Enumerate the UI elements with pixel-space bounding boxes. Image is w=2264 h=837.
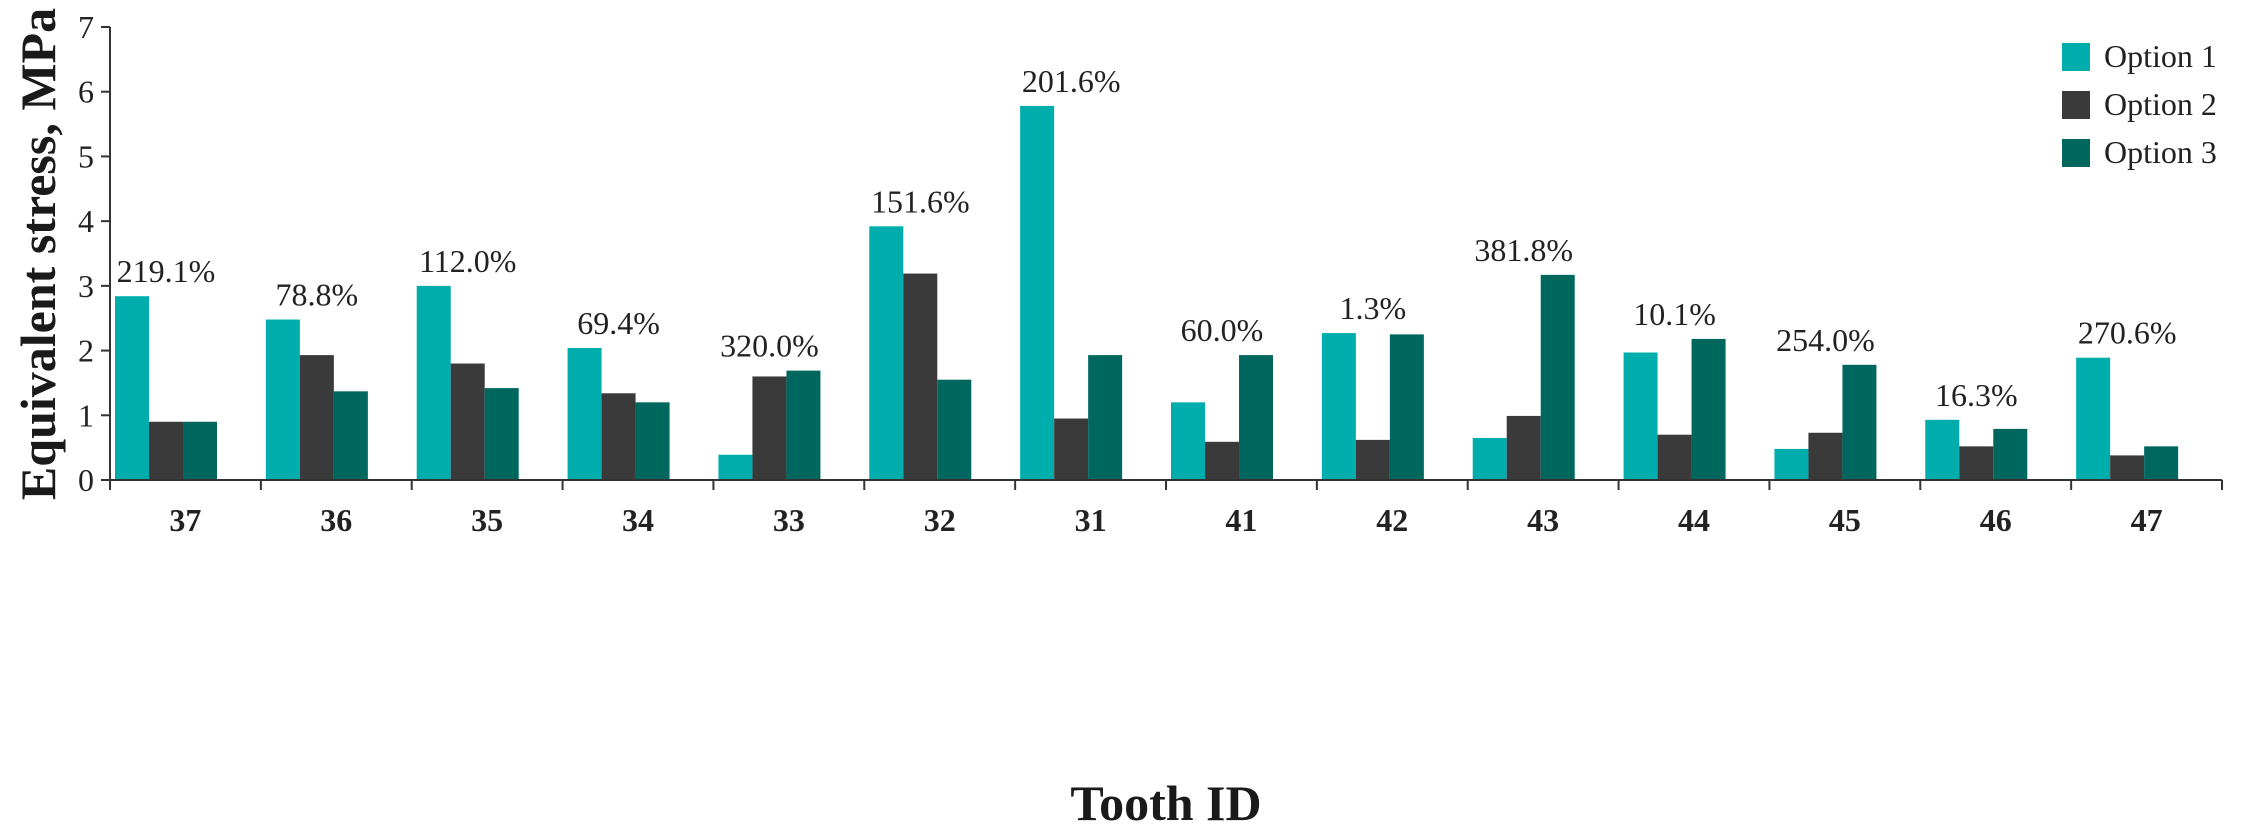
x-tick-label-34: 34 [622, 502, 654, 538]
annotation-34: 69.4% [577, 305, 660, 341]
y-tick-label: 3 [78, 268, 94, 304]
annotations-layer: 219.1% 78.8% 112.0% 69.4% 320.0% 151.6% 201.6%… [117, 63, 2177, 413]
bar-36-option-2 [299, 355, 334, 480]
bars-layer [115, 105, 2179, 481]
bar-42-option-1 [1321, 333, 1356, 480]
annotation-43: 381.8% [1474, 232, 1573, 268]
bar-36-option-1 [265, 319, 300, 480]
x-tick-label-41: 41 [1225, 502, 1257, 538]
bar-41-option-3 [1239, 355, 1273, 480]
x-tick-label-37: 37 [169, 502, 201, 538]
x-tick-label-31: 31 [1075, 502, 1107, 538]
y-tick-label: 2 [78, 333, 94, 369]
legend-swatch-option-1 [2062, 43, 2090, 71]
y-tick-label: 1 [78, 397, 94, 433]
bar-36-option-3 [333, 391, 368, 480]
bar-42-option-3 [1389, 334, 1424, 480]
bar-37-option-3 [183, 421, 217, 480]
annotation-32: 151.6% [871, 183, 970, 219]
bar-37-option-2 [149, 421, 183, 480]
bar-47-option-3 [2144, 446, 2179, 480]
bar-45-option-1 [1774, 448, 1809, 480]
annotation-35: 112.0% [419, 243, 516, 279]
legend-label-option-1: Option 1 [2104, 38, 2217, 74]
legend-swatch-option-2 [2062, 91, 2090, 119]
y-tick-label: 6 [78, 74, 94, 110]
x-tick-label-42: 42 [1376, 502, 1408, 538]
bar-44-option-3 [1691, 338, 1726, 480]
y-tick-label: 5 [78, 138, 94, 174]
bar-44-option-1 [1623, 352, 1658, 480]
bar-46-option-1 [1925, 419, 1960, 480]
legend-swatch-option-3 [2062, 139, 2090, 167]
x-tick-label-46: 46 [1980, 502, 2012, 538]
x-tick-label-47: 47 [2131, 502, 2163, 538]
bar-41-option-2 [1205, 441, 1239, 480]
annotation-41: 60.0% [1181, 312, 1264, 348]
annotation-36: 78.8% [276, 277, 359, 313]
bar-34-option-1 [567, 347, 602, 480]
x-tick-label-35: 35 [471, 502, 503, 538]
annotation-42: 1.3% [1340, 290, 1407, 326]
bar-45-option-2 [1808, 432, 1843, 480]
bar-33-option-3 [786, 370, 821, 480]
bar-31-option-2 [1054, 418, 1089, 480]
x-tick-label-44: 44 [1678, 502, 1710, 538]
bar-44-option-2 [1657, 434, 1692, 480]
bar-42-option-2 [1355, 439, 1390, 480]
bar-46-option-3 [1993, 428, 2028, 480]
annotation-37: 219.1% [117, 253, 216, 289]
bar-43-option-3 [1540, 274, 1575, 480]
bar-33-option-2 [752, 376, 787, 480]
bar-35-option-3 [484, 388, 519, 480]
annotation-31: 201.6% [1022, 63, 1121, 99]
bar-41-option-1 [1171, 402, 1205, 480]
bar-31-option-3 [1088, 355, 1123, 480]
bar-34-option-2 [601, 393, 636, 480]
bar-33-option-1 [718, 454, 753, 480]
annotation-46: 16.3% [1935, 377, 2018, 413]
annotation-47: 270.6% [2078, 315, 2177, 351]
x-tick-label-36: 36 [320, 502, 352, 538]
bar-31-option-1 [1020, 105, 1055, 481]
bar-43-option-1 [1472, 437, 1507, 480]
bar-34-option-3 [635, 402, 670, 480]
bar-32-option-1 [869, 226, 904, 480]
bar-35-option-1 [416, 285, 451, 480]
bar-35-option-2 [450, 363, 485, 480]
y-tick-label: 7 [78, 9, 94, 45]
bar-37-option-1 [115, 296, 149, 480]
legend-label-option-2: Option 2 [2104, 86, 2217, 122]
x-axis-title: Tooth ID [1070, 775, 1261, 831]
legend: Option 1 Option 2 Option 3 [2062, 38, 2217, 170]
y-tick-label: 4 [78, 203, 94, 239]
bar-45-option-3 [1842, 364, 1877, 480]
legend-label-option-3: Option 3 [2104, 134, 2217, 170]
annotation-44: 10.1% [1633, 296, 1716, 332]
y-axis-title: Equivalent stress, MPa [10, 8, 66, 500]
x-tick-label-45: 45 [1829, 502, 1861, 538]
x-tick-label-33: 33 [773, 502, 805, 538]
bar-47-option-1 [2076, 357, 2111, 480]
y-tick-label: 0 [78, 462, 94, 498]
bar-46-option-2 [1959, 446, 1994, 480]
bar-32-option-3 [937, 379, 972, 480]
annotation-45: 254.0% [1776, 322, 1875, 358]
bar-32-option-2 [903, 273, 938, 480]
x-tick-label-43: 43 [1527, 502, 1559, 538]
bar-47-option-2 [2110, 455, 2145, 480]
x-tick-label-32: 32 [924, 502, 956, 538]
annotation-33: 320.0% [720, 328, 819, 364]
bar-43-option-2 [1506, 415, 1541, 480]
